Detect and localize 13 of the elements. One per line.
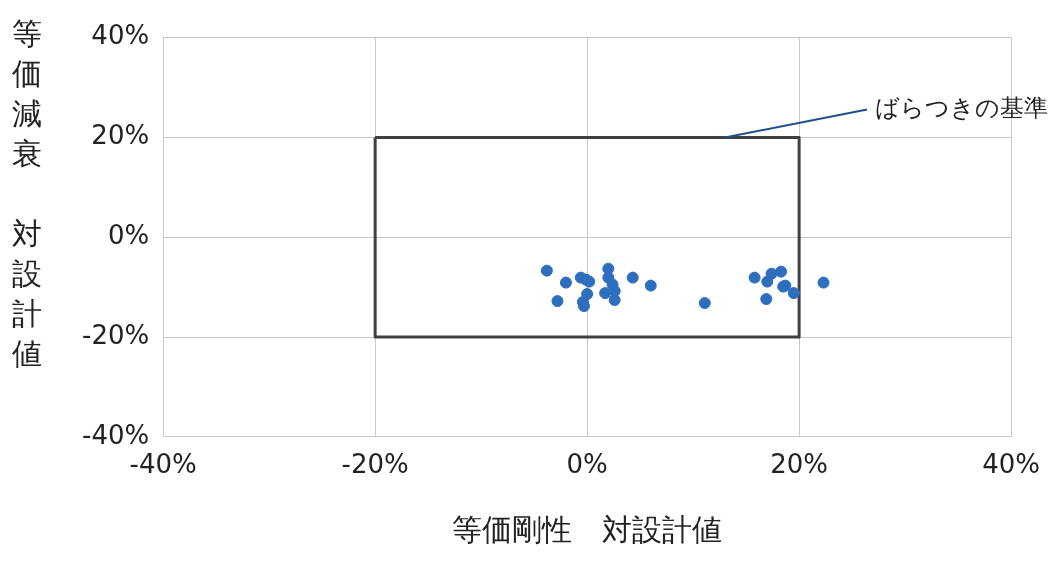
x-tick-label: -20% (341, 449, 409, 480)
y-tick-label: 20% (91, 120, 150, 151)
x-tick-label: 0% (566, 449, 608, 480)
x-tick-label: 20% (770, 449, 829, 480)
y-tick-label: -40% (82, 419, 150, 450)
x-tick-label: -40% (129, 449, 197, 480)
y-tick-label: -20% (82, 319, 150, 350)
y-tick-label: 40% (91, 20, 150, 51)
text: 等価減衰対設計値 (12, 16, 42, 371)
x-axis-title: 等価剛性 対設計値 (452, 511, 723, 547)
y-tick-label: 0% (107, 219, 150, 250)
x-tick-label: 40% (982, 449, 1040, 480)
annotation: ばらつきの基準 (875, 93, 1048, 122)
